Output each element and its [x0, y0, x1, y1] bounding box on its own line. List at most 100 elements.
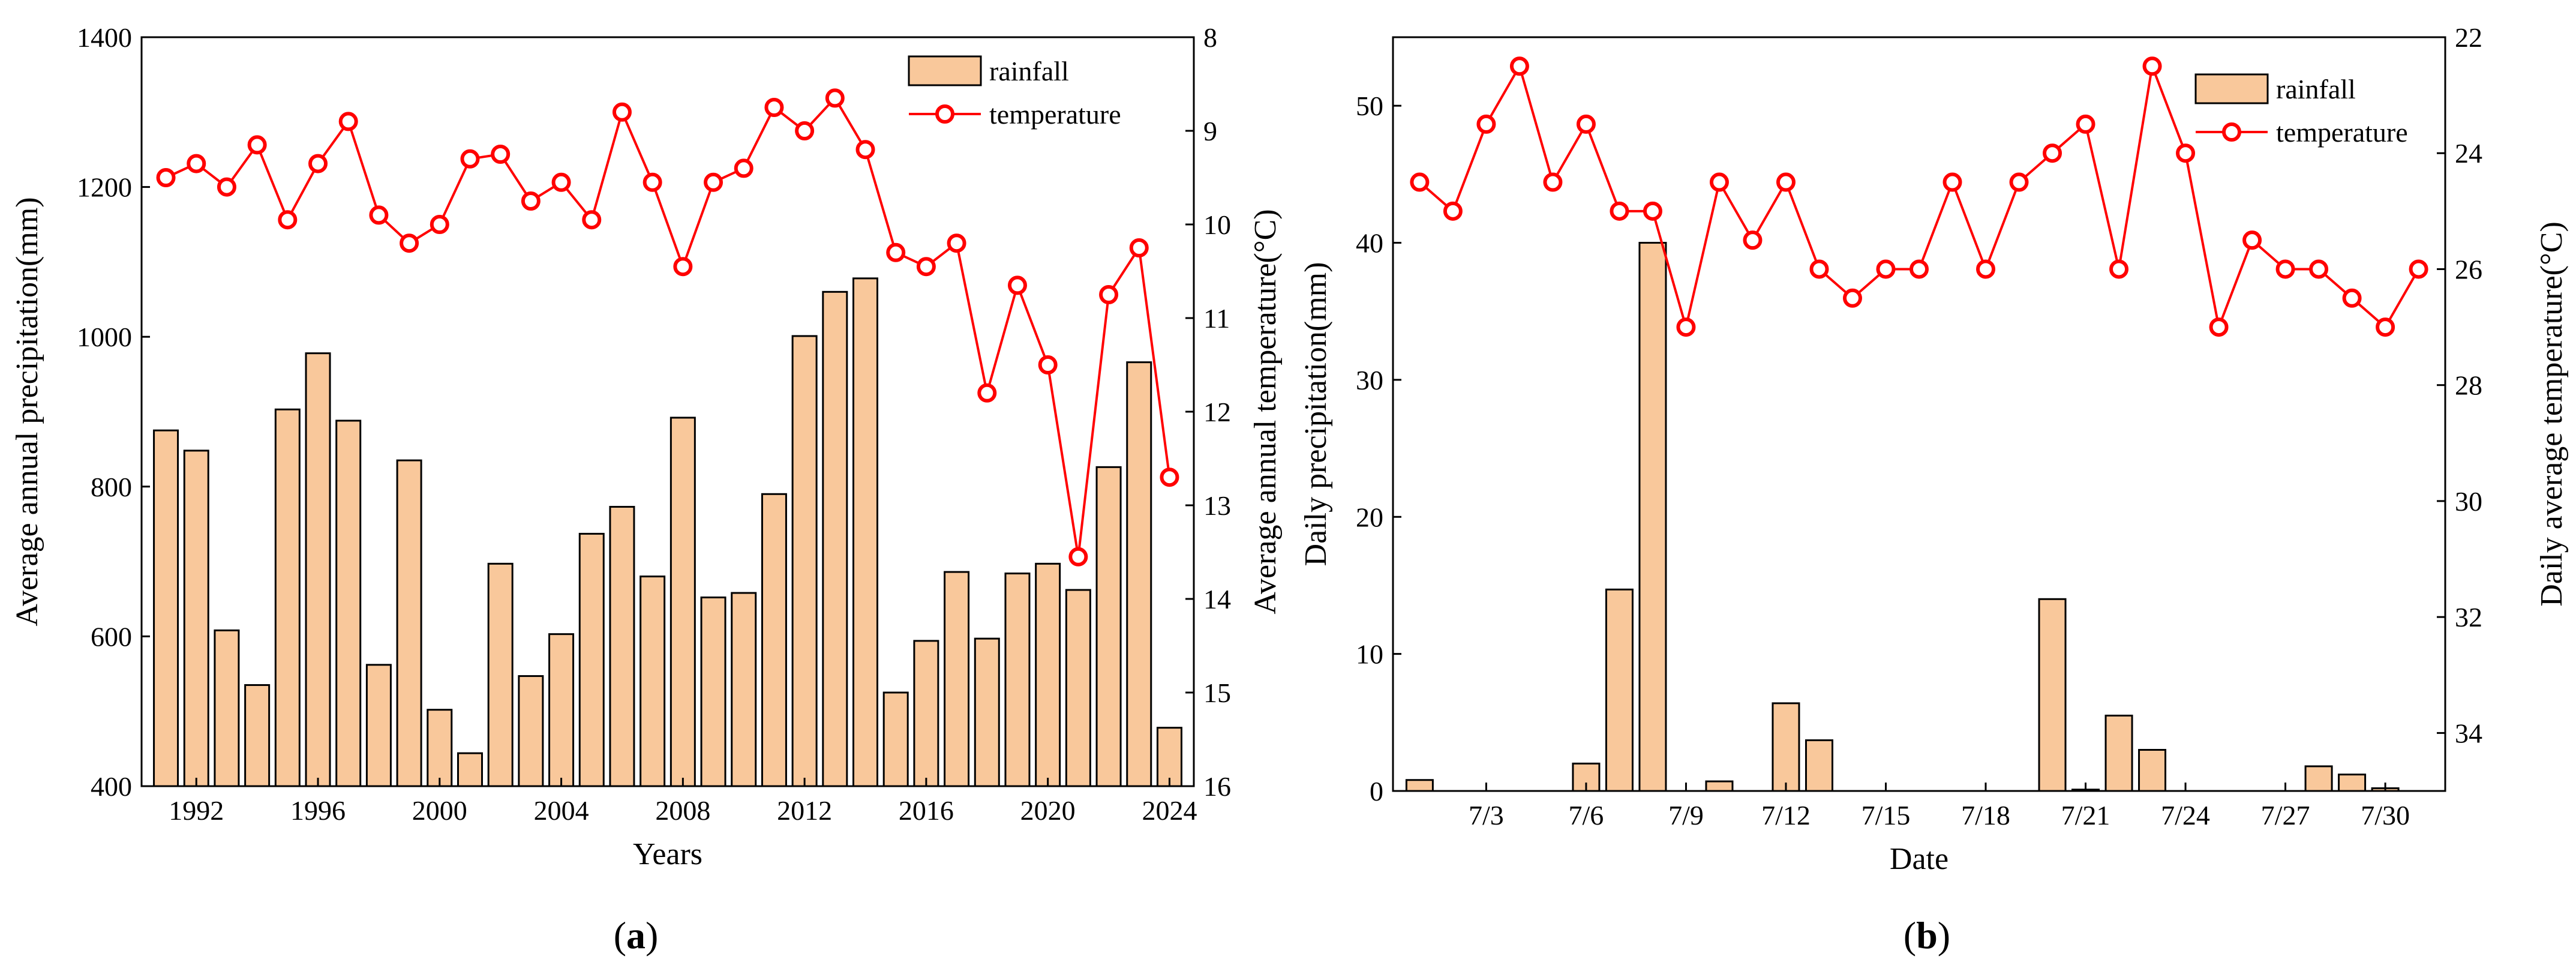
temperature-point: [460, 149, 480, 169]
rainfall-bar: [974, 637, 1000, 787]
y-right-axis-title: Daily average temperature(°C): [2535, 221, 2569, 607]
x-tick-label: 7/27: [2261, 800, 2310, 831]
rainfall-bar: [365, 664, 392, 787]
temperature-point: [2043, 143, 2062, 163]
y-left-tick-label: 40: [1356, 228, 1383, 259]
rainfall-bar: [274, 408, 301, 787]
temperature-point: [2142, 56, 2162, 76]
y-left-tick-label: 1400: [77, 22, 132, 53]
y-left-tick-label: 10: [1356, 639, 1383, 670]
x-axis-title: Years: [633, 837, 702, 871]
temperature-point: [156, 168, 176, 187]
temperature-point: [1976, 259, 1996, 279]
rainfall-bar: [700, 597, 726, 787]
temperature-point: [491, 145, 511, 164]
temperature-point: [187, 154, 206, 173]
x-tick-label: 1996: [290, 795, 346, 826]
x-tick-label: 2008: [655, 795, 710, 826]
y-left-tick-label: 50: [1356, 91, 1383, 121]
temperature-point: [1160, 467, 1179, 487]
legend-temperature-label: temperature: [989, 99, 1121, 130]
y-right-tick-label: 34: [2455, 718, 2482, 748]
temperature-point: [1842, 288, 1862, 308]
x-tick-label: 2016: [899, 795, 954, 826]
rainfall-bar: [669, 416, 696, 787]
temperature-point: [2209, 317, 2229, 337]
y-left-tick-label: 20: [1356, 502, 1383, 532]
y-right-tick-label: 13: [1203, 490, 1231, 521]
temperature-point: [704, 172, 723, 192]
panel-caption: (b): [1904, 914, 1950, 957]
legend-temperature-label: temperature: [2276, 117, 2408, 148]
rainfall-bar: [548, 633, 575, 787]
x-tick-label: 7/30: [2361, 800, 2410, 831]
legend-rainfall-label: rainfall: [989, 56, 1069, 86]
y-right-tick-label: 32: [2455, 602, 2482, 633]
y-right-axis-title: Average annual temperature(°C): [1248, 209, 1283, 614]
temperature-point: [582, 210, 602, 230]
legend-rainfall-swatch: [2194, 73, 2269, 104]
y-right-tick-label: 16: [1203, 771, 1231, 802]
temperature-point: [338, 112, 358, 131]
temperature-point: [2309, 259, 2329, 279]
rainfall-bar: [2104, 714, 2133, 792]
rainfall-bar: [335, 419, 362, 787]
temperature-point: [1099, 285, 1119, 304]
temperature-point: [2009, 172, 2029, 192]
panel-b-chart: 0 10 20 30 40 50 22 24 26 28 30 32 34 7/3 7/6 7/9 7/12 7/…: [1299, 22, 2569, 957]
temperature-point: [1809, 259, 1829, 279]
legend-rainfall-swatch: [908, 55, 982, 86]
rainfall-bar: [731, 592, 757, 787]
temperature-point: [947, 233, 966, 253]
rainfall-bar: [214, 629, 240, 787]
y-right-tick-label: 8: [1203, 22, 1217, 53]
x-tick-label: 7/15: [1862, 800, 1911, 831]
temperature-point: [1129, 238, 1149, 257]
rainfall-bar: [1004, 573, 1031, 787]
temperature-point: [1643, 201, 1662, 221]
rainfall-bar: [1035, 562, 1061, 787]
temperature-point: [400, 233, 419, 253]
temperature-point: [764, 98, 784, 117]
temperature-point: [308, 154, 328, 173]
rainfall-bar: [578, 532, 605, 787]
rainfall-bar: [1638, 242, 1667, 792]
temperature-point: [1610, 201, 1629, 221]
y-right-tick-label: 9: [1203, 116, 1217, 146]
y-right-tick-label: 22: [2455, 22, 2482, 53]
rainfall-bar: [1805, 739, 1833, 792]
y-left-axis-title: Daily precipitation(mm): [1299, 262, 1333, 567]
temperature-point: [1709, 172, 1729, 192]
rainfall-bar: [1772, 702, 1800, 792]
panel-a-chart: 400 600 800 1000 1200 1400 8 9 10 11 12 13 14 15 16 199…: [10, 22, 1283, 957]
x-tick-label: 7/24: [2161, 800, 2210, 831]
temperature-point: [1743, 230, 1763, 250]
rainfall-bar: [1705, 780, 1734, 792]
rainfall-bar: [1126, 361, 1152, 787]
temperature-point: [2242, 230, 2262, 250]
x-tick-label: 2004: [534, 795, 589, 826]
rainfall-bar: [822, 290, 848, 787]
rainfall-bar: [1605, 588, 1634, 792]
y-right-tick-label: 30: [2455, 486, 2482, 517]
x-tick-label: 7/12: [1761, 800, 1811, 831]
temperature-point: [521, 191, 541, 211]
temperature-point: [855, 140, 875, 160]
rainfall-bar: [427, 709, 453, 787]
rainfall-bar: [852, 277, 879, 787]
panel-caption: (a): [614, 914, 659, 957]
rainfall-bar: [2304, 765, 2333, 792]
y-right-tick-label: 14: [1203, 584, 1231, 615]
temperature-point: [1443, 201, 1463, 221]
temperature-point: [369, 205, 389, 225]
temperature-point: [1910, 259, 1929, 279]
temperature-point: [1876, 259, 1896, 279]
temperature-point: [916, 257, 936, 277]
rainfall-bar: [487, 562, 514, 787]
y-left-tick-label: 0: [1370, 776, 1383, 807]
x-tick-label: 2020: [1020, 795, 1076, 826]
temperature-point: [2275, 259, 2295, 279]
temperature-point: [1576, 114, 1596, 134]
temperature-point: [825, 88, 845, 108]
